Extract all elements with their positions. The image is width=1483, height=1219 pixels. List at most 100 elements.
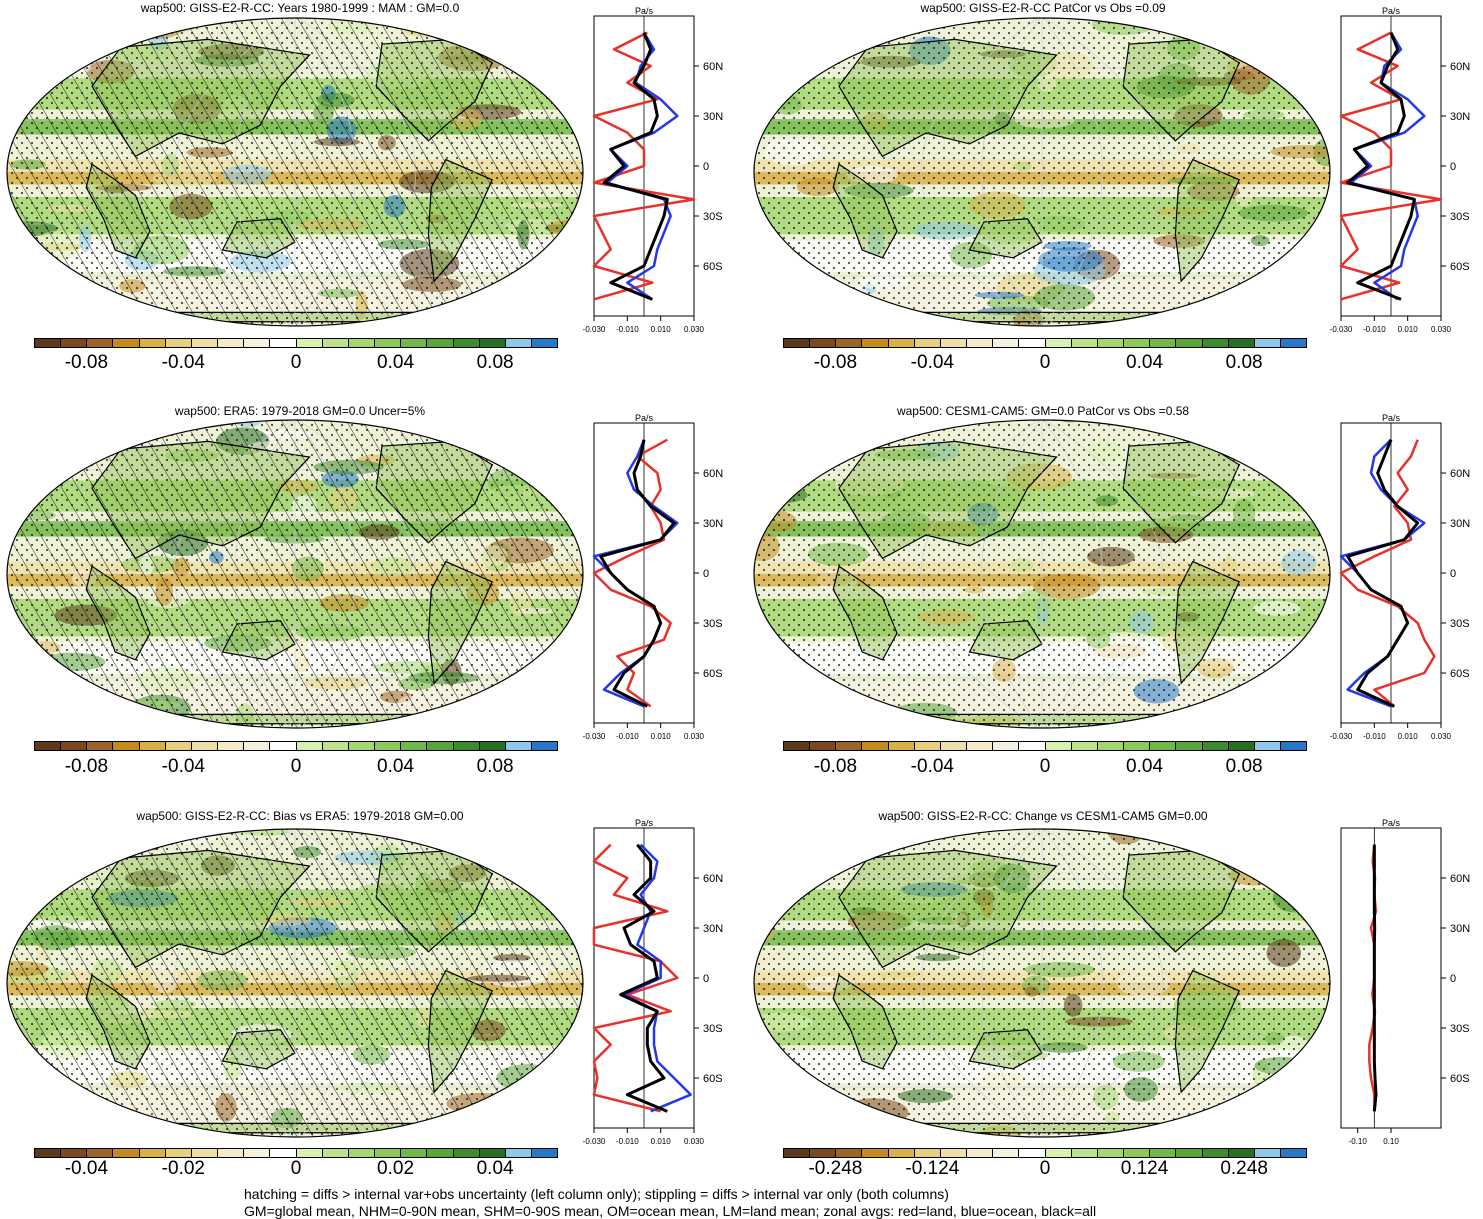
colorbar-swatch xyxy=(87,742,114,750)
colorbar-swatch xyxy=(784,339,811,347)
colorbar-swatch xyxy=(914,339,941,347)
zonal-ytick-label: 0 xyxy=(1450,568,1456,580)
colorbar-swatch xyxy=(453,742,480,750)
colorbar-swatch xyxy=(401,1149,428,1157)
zonal-unit-label: Pa/s xyxy=(635,818,654,828)
colorbar-swatch xyxy=(427,339,454,347)
colorbar-label: 0.124 xyxy=(1120,1158,1169,1179)
colorbar-label: 0.04 xyxy=(377,756,415,777)
colorbar-swatch xyxy=(296,339,323,347)
zonal-ytick-label: 60N xyxy=(703,468,723,480)
zonal-series-land xyxy=(1339,31,1443,301)
colorbar-swatch xyxy=(914,742,941,750)
colorbar-swatch xyxy=(862,339,889,347)
colorbar-swatch xyxy=(427,742,454,750)
colorbar-swatch xyxy=(87,339,114,347)
zonal-series-all xyxy=(602,32,669,301)
colorbar-swatch xyxy=(479,339,506,347)
colorbar-swatch xyxy=(401,742,428,750)
zonal-series-land xyxy=(592,438,672,708)
robinson-map xyxy=(6,17,584,327)
colorbar-label: 0.04 xyxy=(1126,756,1164,777)
colorbar-swatch xyxy=(375,339,402,347)
zonal-ytick-label: 0 xyxy=(703,161,709,173)
colorbar-swatch xyxy=(218,1149,245,1157)
colorbar-swatch xyxy=(862,742,889,750)
zonal-mean-plot: Pa/s 60N 30N 0 30S 60S -0.10 0.10 xyxy=(1340,818,1470,1146)
colorbar-swatch xyxy=(296,1149,323,1157)
zonal-series-all xyxy=(1346,439,1420,708)
colorbar-swatch xyxy=(139,742,166,750)
colorbar-label: -0.04 xyxy=(910,352,954,373)
zonal-ytick-label: 0 xyxy=(1450,973,1456,985)
colorbar-swatch xyxy=(479,1149,506,1157)
colorbar-swatch xyxy=(1045,339,1072,347)
colorbar xyxy=(783,338,1307,348)
zonal-ytick-label: 0 xyxy=(703,973,709,985)
colorbar xyxy=(34,338,558,348)
colorbar-swatch xyxy=(1202,339,1229,347)
colorbar-swatch xyxy=(967,1149,994,1157)
colorbar-swatch xyxy=(113,1149,140,1157)
zonal-series-all xyxy=(1346,32,1416,301)
zonal-series-land xyxy=(592,843,679,1113)
colorbar-swatch xyxy=(1228,742,1255,750)
colorbar-label: 0 xyxy=(290,1158,302,1179)
colorbar-swatch xyxy=(113,742,140,750)
zonal-xtick-label: 0.030 xyxy=(1431,732,1452,741)
colorbar-swatch xyxy=(505,1149,532,1157)
colorbar-swatch xyxy=(35,742,62,750)
zonal-mean-plot: Pa/s 60N 30N 0 30S 60S -0.030 -0.010 0.010 0.030 xyxy=(583,818,724,1146)
colorbar-swatch xyxy=(836,1149,863,1157)
zonal-mean-plot: Pa/s 60N 30N 0 30S 60S -0.030 -0.010 0.010 0.030 xyxy=(583,6,724,334)
colorbar-swatch xyxy=(1176,339,1203,347)
zonal-ytick-label: 60S xyxy=(703,668,723,680)
colorbar-swatch xyxy=(1019,742,1046,750)
zonal-series-land xyxy=(1339,439,1436,708)
zonal-xtick-label: 0.010 xyxy=(1398,325,1419,334)
colorbar-swatch xyxy=(1019,1149,1046,1157)
colorbar-swatch xyxy=(375,742,402,750)
colorbar-swatch xyxy=(270,1149,297,1157)
colorbar-swatch xyxy=(191,1149,219,1157)
zonal-xtick-label: -0.030 xyxy=(583,1137,606,1146)
zonal-ytick-label: 30N xyxy=(703,518,723,530)
colorbar-swatch xyxy=(375,1149,402,1157)
colorbar-swatch xyxy=(139,1149,166,1157)
zonal-mean-plot: Pa/s 60N 30N 0 30S 60S -0.030 -0.010 0.010 0.030 xyxy=(1330,6,1471,334)
colorbar-swatch xyxy=(348,339,376,347)
zonal-ytick-label: 30S xyxy=(703,618,723,630)
colorbar-swatch xyxy=(1124,339,1151,347)
zonal-series-all xyxy=(599,439,676,708)
zonal-xtick-label: 0.030 xyxy=(684,732,705,741)
zonal-unit-label: Pa/s xyxy=(1382,818,1401,828)
panel-title: wap500: GISS-E2-R-CC: Years 1980-1999 : … xyxy=(140,1,460,15)
robinson-map xyxy=(753,17,1331,327)
colorbar xyxy=(783,1148,1307,1158)
zonal-ytick-label: 0 xyxy=(1450,161,1456,173)
colorbar-swatch xyxy=(940,742,968,750)
colorbar-label: -0.02 xyxy=(161,1158,205,1179)
zonal-ytick-label: 60N xyxy=(1450,468,1470,480)
zonal-ytick-label: 60S xyxy=(1450,668,1470,680)
zonal-ytick-label: 60S xyxy=(1450,261,1470,273)
colorbar-swatch xyxy=(453,1149,480,1157)
colorbar-swatch xyxy=(1254,1149,1281,1157)
colorbar-swatch xyxy=(531,1149,558,1157)
zonal-xtick-label: -0.030 xyxy=(583,732,606,741)
panel-title: wap500: GISS-E2-R-CC: Bias vs ERA5: 1979… xyxy=(136,809,464,823)
colorbar-swatch xyxy=(1202,1149,1229,1157)
colorbar-swatch xyxy=(784,1149,811,1157)
colorbar-swatch xyxy=(139,339,166,347)
colorbar-swatch xyxy=(270,339,297,347)
colorbar-swatch xyxy=(836,742,863,750)
colorbar-label: -0.04 xyxy=(161,756,205,777)
zonal-xtick-label: 0.030 xyxy=(684,1137,705,1146)
colorbar-swatch xyxy=(113,339,140,347)
colorbar-swatch xyxy=(993,1149,1020,1157)
colorbar-swatch xyxy=(862,1149,889,1157)
robinson-map xyxy=(753,828,1331,1138)
zonal-ytick-label: 30N xyxy=(1450,518,1470,530)
colorbar-swatch xyxy=(61,742,88,750)
colorbar-swatch xyxy=(1097,1149,1125,1157)
